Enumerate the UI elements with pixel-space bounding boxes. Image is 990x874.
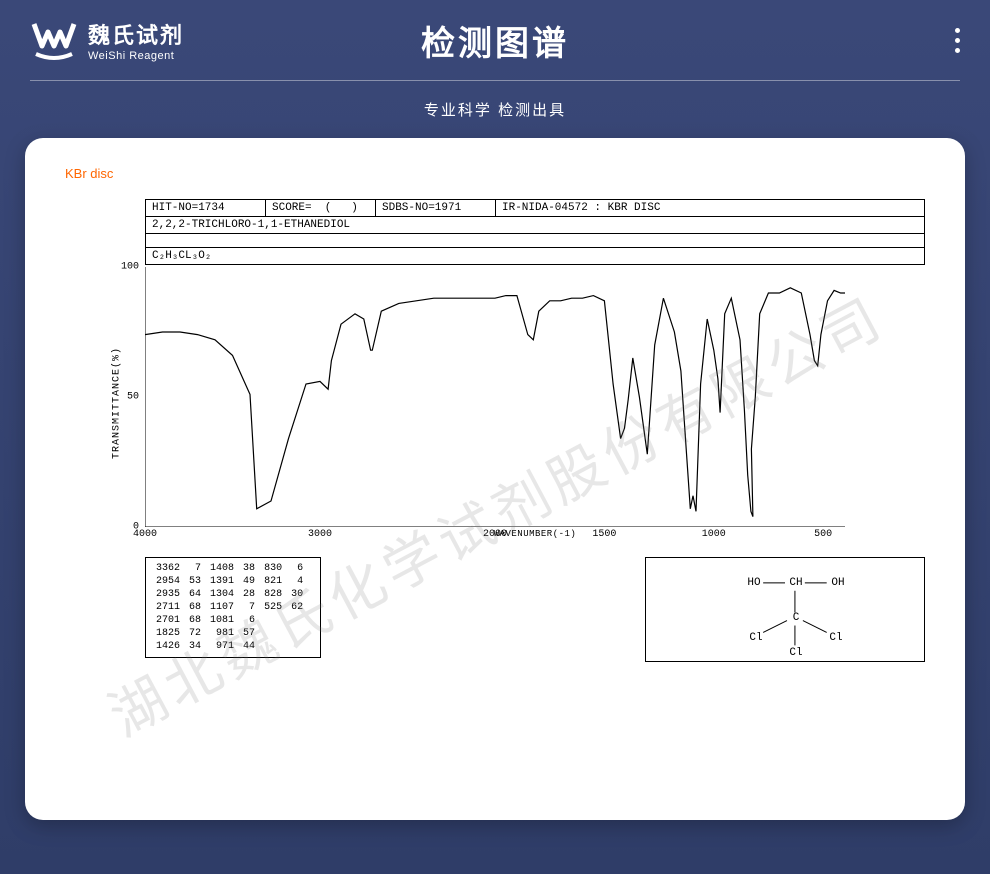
struct-ch: CH xyxy=(789,577,802,589)
brand-logo: 魏氏试剂 WeiShi Reagent xyxy=(30,16,184,64)
page-title: 检测图谱 xyxy=(421,16,569,65)
page-subtitle: 专业科学 检测出具 xyxy=(0,99,990,120)
y-tick: 100 xyxy=(121,262,145,273)
struct-c: C xyxy=(793,612,800,624)
logo-icon xyxy=(30,16,78,64)
x-tick: 1500 xyxy=(592,527,616,540)
struct-cl3: Cl xyxy=(789,647,802,659)
struct-cl2: Cl xyxy=(829,632,842,644)
spectrum-card: KBr disc HIT-NO=1734 SCORE= ( ) SDBS-NO=… xyxy=(25,138,965,820)
struct-ho: HO xyxy=(747,577,760,589)
divider xyxy=(30,80,960,81)
sdbs-no: SDBS-NO=1971 xyxy=(376,200,496,216)
logo-text-cn: 魏氏试剂 xyxy=(88,18,184,50)
disc-label: KBr disc xyxy=(65,166,925,181)
score: SCORE= ( ) xyxy=(266,200,376,216)
x-tick: 2000 xyxy=(483,527,507,540)
x-tick: 500 xyxy=(814,527,832,540)
logo-text-en: WeiShi Reagent xyxy=(88,50,184,62)
peak-table: 3362714083883062954531391498214293564130… xyxy=(145,557,321,658)
ir-spectrum-plot: TRANSMITTANCE(%) 050100 4000300020001500… xyxy=(145,267,925,539)
formula: C₂H₃CL₃O₂ xyxy=(146,248,924,264)
y-tick: 50 xyxy=(127,392,145,403)
x-tick: 4000 xyxy=(133,527,157,540)
x-axis-label: WAVENUMBER(-1) xyxy=(145,529,925,539)
hit-no: HIT-NO=1734 xyxy=(146,200,266,216)
x-tick: 1000 xyxy=(702,527,726,540)
ir-id: IR-NIDA-04572 : KBR DISC xyxy=(496,200,924,216)
struct-oh: OH xyxy=(831,577,844,589)
y-axis-label: TRANSMITTANCE(%) xyxy=(112,347,123,459)
compound-name: 2,2,2-TRICHLORO-1,1-ETHANEDIOL xyxy=(146,217,924,233)
struct-cl1: Cl xyxy=(749,632,762,644)
x-tick: 3000 xyxy=(308,527,332,540)
structure-diagram: HO CH OH C Cl Cl Cl xyxy=(645,557,925,662)
info-box: HIT-NO=1734 SCORE= ( ) SDBS-NO=1971 IR-N… xyxy=(145,199,925,265)
menu-icon[interactable] xyxy=(955,28,960,53)
